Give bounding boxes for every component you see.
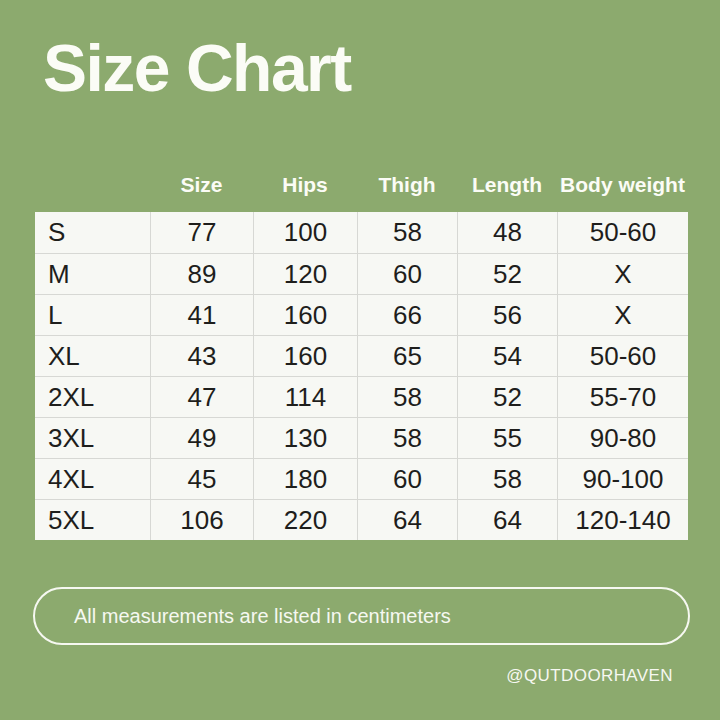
- row-label-l: L: [35, 294, 150, 335]
- row-label-4xl: 4XL: [35, 458, 150, 499]
- table-cell-s-hips: 100: [253, 212, 357, 253]
- table-cell-m-size: 89: [150, 253, 253, 294]
- table-cell-l-body-weight: X: [557, 294, 688, 335]
- table-cell-s-size: 77: [150, 212, 253, 253]
- row-label-2xl: 2XL: [35, 376, 150, 417]
- size-table: Size Hips Thigh Length Body weight S 77 …: [35, 166, 688, 540]
- table-cell-2xl-hips: 114: [253, 376, 357, 417]
- table-cell-xl-length: 54: [457, 335, 557, 376]
- table-cell-5xl-thigh: 64: [357, 499, 457, 540]
- column-header-hips: Hips: [253, 166, 357, 212]
- table-cell-3xl-body-weight: 90-80: [557, 417, 688, 458]
- brand-handle: @QUTDOORHAVEN: [506, 666, 673, 686]
- table-cell-m-thigh: 60: [357, 253, 457, 294]
- table-cell-s-thigh: 58: [357, 212, 457, 253]
- column-header-spacer: [35, 166, 150, 212]
- table-cell-l-length: 56: [457, 294, 557, 335]
- table-cell-xl-size: 43: [150, 335, 253, 376]
- table-cell-5xl-hips: 220: [253, 499, 357, 540]
- table-cell-l-thigh: 66: [357, 294, 457, 335]
- table-cell-5xl-length: 64: [457, 499, 557, 540]
- row-label-3xl: 3XL: [35, 417, 150, 458]
- measurements-note-pill: All measurements are listed in centimete…: [33, 587, 690, 645]
- column-header-size: Size: [150, 166, 253, 212]
- row-label-s: S: [35, 212, 150, 253]
- measurements-note-text: All measurements are listed in centimete…: [74, 605, 451, 628]
- table-cell-s-body-weight: 50-60: [557, 212, 688, 253]
- table-cell-2xl-body-weight: 55-70: [557, 376, 688, 417]
- table-cell-xl-hips: 160: [253, 335, 357, 376]
- table-cell-4xl-hips: 180: [253, 458, 357, 499]
- table-cell-s-length: 48: [457, 212, 557, 253]
- table-cell-5xl-size: 106: [150, 499, 253, 540]
- table-cell-m-hips: 120: [253, 253, 357, 294]
- table-cell-xl-thigh: 65: [357, 335, 457, 376]
- row-label-xl: XL: [35, 335, 150, 376]
- column-header-thigh: Thigh: [357, 166, 457, 212]
- table-cell-l-hips: 160: [253, 294, 357, 335]
- table-cell-3xl-length: 55: [457, 417, 557, 458]
- row-label-5xl: 5XL: [35, 499, 150, 540]
- table-cell-3xl-hips: 130: [253, 417, 357, 458]
- table-cell-l-size: 41: [150, 294, 253, 335]
- table-cell-m-body-weight: X: [557, 253, 688, 294]
- table-cell-3xl-thigh: 58: [357, 417, 457, 458]
- page-title: Size Chart: [43, 34, 351, 103]
- table-cell-3xl-size: 49: [150, 417, 253, 458]
- table-cell-4xl-size: 45: [150, 458, 253, 499]
- row-label-m: M: [35, 253, 150, 294]
- table-cell-m-length: 52: [457, 253, 557, 294]
- column-header-length: Length: [457, 166, 557, 212]
- table-cell-4xl-length: 58: [457, 458, 557, 499]
- table-cell-2xl-thigh: 58: [357, 376, 457, 417]
- column-header-body-weight: Body weight: [557, 166, 688, 212]
- table-cell-5xl-body-weight: 120-140: [557, 499, 688, 540]
- table-cell-4xl-body-weight: 90-100: [557, 458, 688, 499]
- table-cell-2xl-length: 52: [457, 376, 557, 417]
- table-cell-4xl-thigh: 60: [357, 458, 457, 499]
- table-cell-2xl-size: 47: [150, 376, 253, 417]
- table-cell-xl-body-weight: 50-60: [557, 335, 688, 376]
